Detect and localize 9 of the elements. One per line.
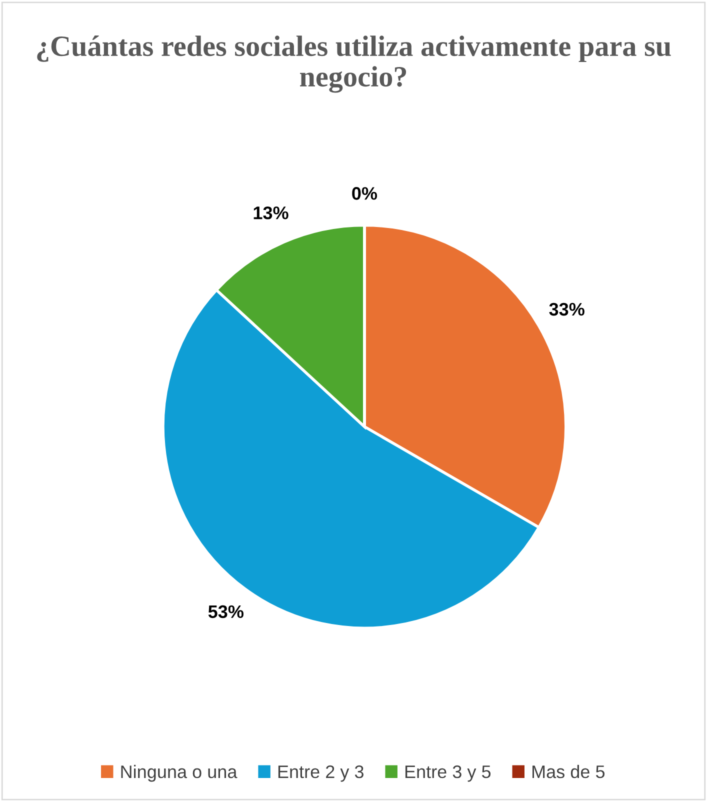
text: 0% xyxy=(352,187,378,200)
legend-label: Entre 3 y 5 xyxy=(405,765,491,782)
data-label: 33% xyxy=(549,302,584,316)
legend-label: Entre 2 y 3 xyxy=(278,765,364,782)
legend-label: Mas de 5 xyxy=(532,764,605,778)
data-label: 13% xyxy=(254,206,288,220)
legend-label: Ninguna o una xyxy=(121,764,238,782)
chart-title: ¿Cuántas redes sociales utiliza activamente para su negocio? xyxy=(37,36,671,93)
data-label: 53% xyxy=(208,605,244,618)
